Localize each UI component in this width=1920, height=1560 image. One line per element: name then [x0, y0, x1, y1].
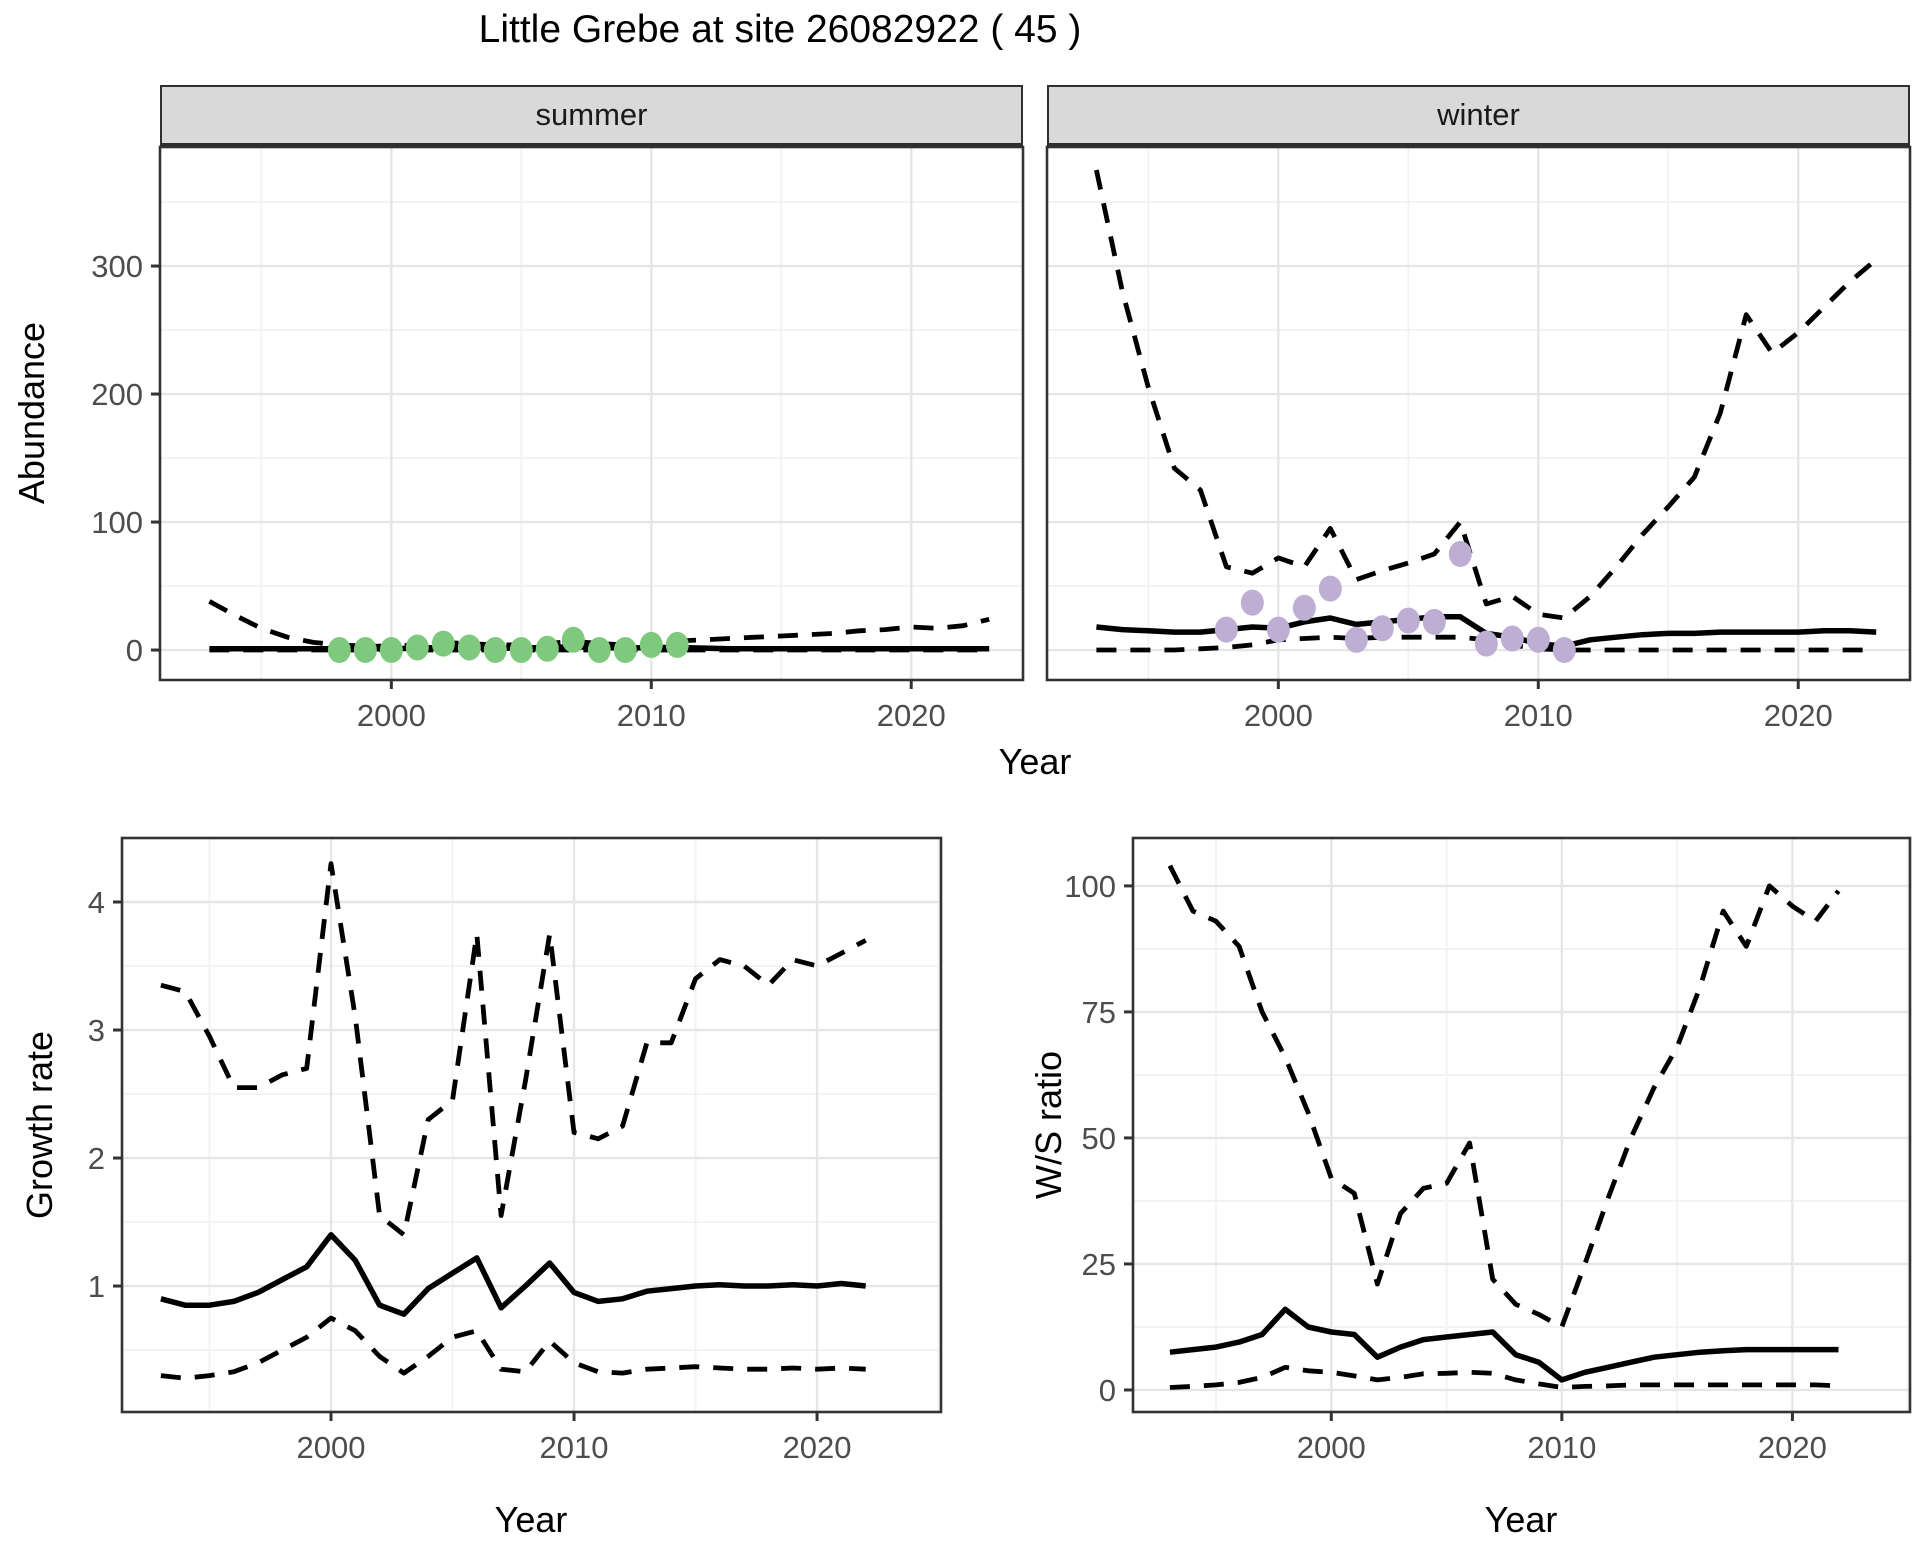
y-axis-title-ws-ratio: W/S ratio: [1028, 1050, 1069, 1200]
facet-label-winter: winter: [1437, 97, 1520, 132]
svg-text:200: 200: [91, 377, 143, 412]
y-axis-title-growth-rate: Growth rate: [19, 1030, 60, 1220]
svg-text:0: 0: [1099, 1373, 1116, 1408]
svg-text:75: 75: [1082, 995, 1116, 1030]
facet-label-summer: summer: [535, 97, 648, 132]
svg-text:2000: 2000: [1297, 1430, 1366, 1465]
svg-text:100: 100: [91, 505, 143, 540]
svg-text:2010: 2010: [1527, 1430, 1596, 1465]
svg-text:2020: 2020: [1764, 698, 1833, 733]
svg-text:2000: 2000: [1244, 698, 1313, 733]
svg-text:3: 3: [88, 1013, 105, 1048]
svg-text:4: 4: [88, 885, 105, 920]
svg-text:25: 25: [1082, 1247, 1116, 1282]
svg-text:2000: 2000: [357, 698, 426, 733]
svg-text:2: 2: [88, 1141, 105, 1176]
y-axis-title-abundance: Abundance: [11, 321, 52, 505]
svg-text:2020: 2020: [783, 1430, 852, 1465]
facet-strip-summer: summer: [160, 85, 1023, 147]
svg-text:2010: 2010: [540, 1430, 609, 1465]
figure-title: Little Grebe at site 26082922 ( 45 ): [478, 8, 1082, 51]
svg-text:2000: 2000: [297, 1430, 366, 1465]
facet-strip-winter: winter: [1047, 85, 1910, 147]
svg-text:50: 50: [1082, 1121, 1116, 1156]
x-axis-title-year-top: Year: [998, 741, 1072, 782]
x-axis-title-year-growth: Year: [494, 1499, 568, 1540]
svg-text:2020: 2020: [877, 698, 946, 733]
svg-text:300: 300: [91, 249, 143, 284]
svg-text:2010: 2010: [1504, 698, 1573, 733]
svg-text:0: 0: [126, 633, 143, 668]
svg-text:100: 100: [1064, 869, 1116, 904]
svg-text:2010: 2010: [617, 698, 686, 733]
svg-text:1: 1: [88, 1269, 105, 1304]
x-axis-title-year-ws: Year: [1484, 1499, 1558, 1540]
svg-text:2020: 2020: [1758, 1430, 1827, 1465]
